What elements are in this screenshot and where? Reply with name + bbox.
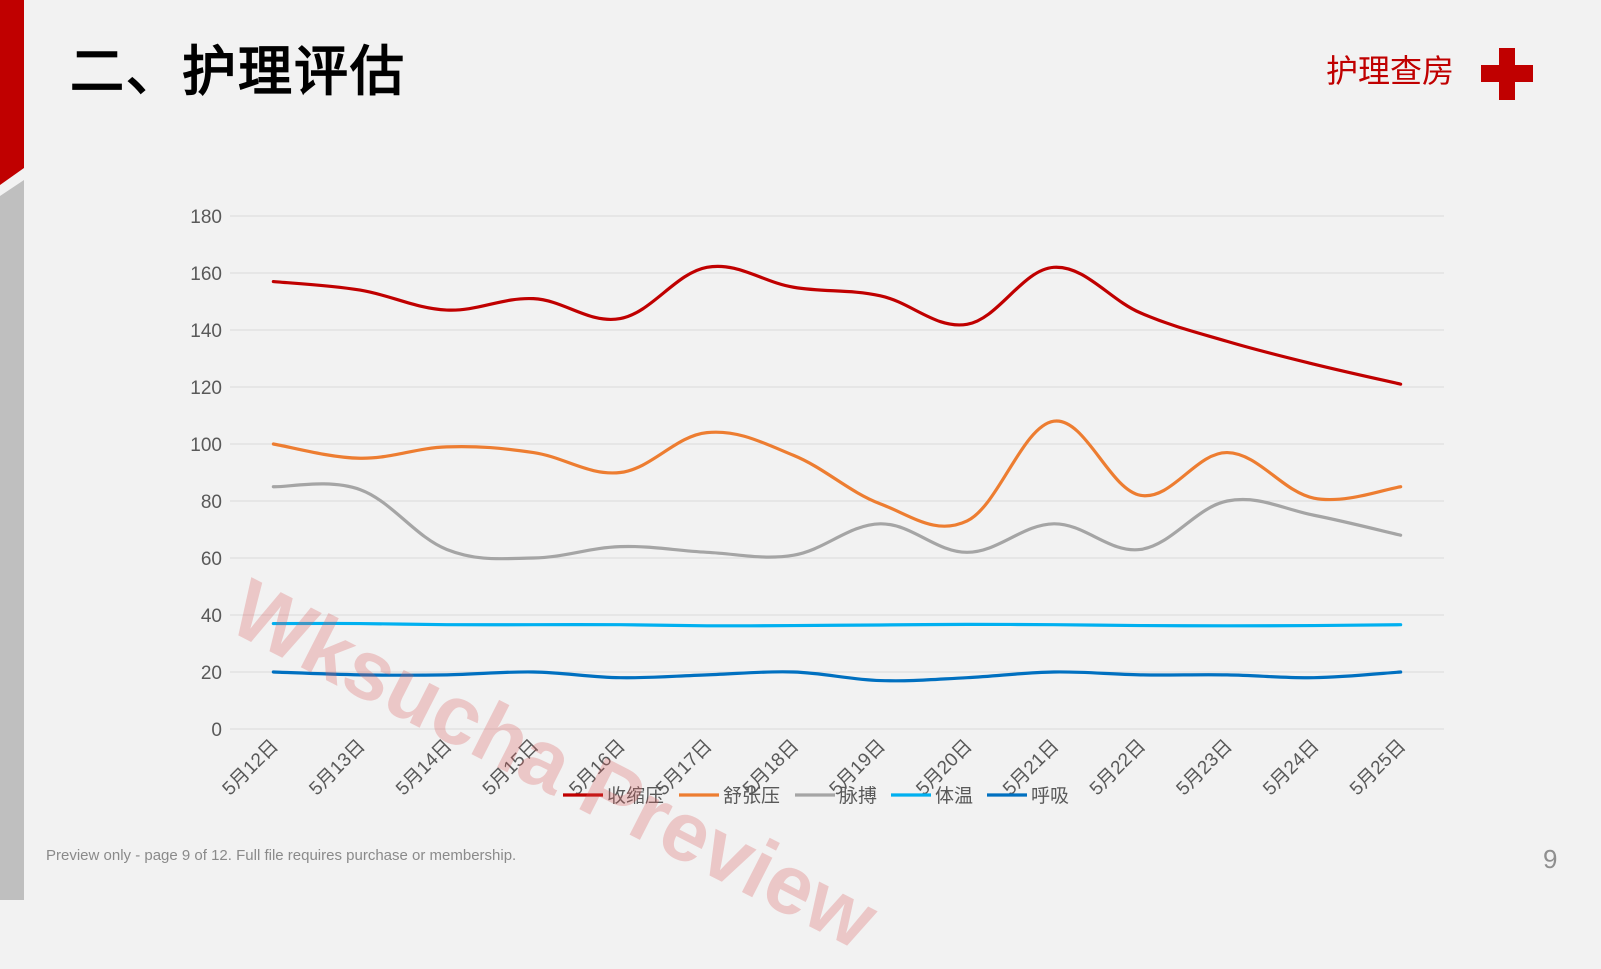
- series-lines: [271, 264, 1403, 683]
- series-line: [271, 419, 1403, 528]
- y-axis-ticks: 0 20 40 60 80 100 120 140 160 180: [190, 207, 222, 741]
- x-tick-label: 5月15日: [479, 736, 543, 800]
- x-tick-label: 5月23日: [1173, 736, 1237, 800]
- y-tick-label: 140: [190, 321, 222, 342]
- footer-note: Preview only - page 9 of 12. Full file r…: [46, 847, 517, 864]
- y-tick-label: 0: [211, 720, 222, 741]
- page-number: 9: [1543, 844, 1558, 874]
- legend-label: 脉搏: [839, 785, 877, 807]
- series-line: [271, 482, 1403, 561]
- slide-title: 二、护理评估: [70, 40, 406, 103]
- y-tick-label: 120: [190, 378, 222, 399]
- left-accent-bar: [0, 0, 24, 900]
- y-tick-label: 100: [190, 435, 222, 456]
- series-line: [271, 264, 1403, 386]
- brand-label: 护理查房: [1326, 52, 1455, 90]
- chart-legend: 收缩压 舒张压 脉搏 体温 呼吸: [563, 785, 1069, 807]
- x-axis-ticks: 5月12日 5月13日 5月14日 5月15日 5月16日 5月17日 5月18日 5月19日…: [219, 736, 1410, 800]
- y-tick-label: 80: [201, 492, 222, 513]
- x-tick-label: 5月14日: [392, 736, 456, 800]
- legend-label: 呼吸: [1031, 785, 1069, 807]
- y-tick-label: 60: [201, 549, 222, 570]
- series-line: [271, 670, 1403, 683]
- x-tick-label: 5月22日: [1086, 736, 1150, 800]
- x-tick-label: 5月24日: [1259, 736, 1323, 800]
- medical-cross-icon: [1481, 48, 1533, 100]
- legend-label: 舒张压: [723, 785, 780, 807]
- y-tick-label: 160: [190, 264, 222, 285]
- legend-label: 体温: [935, 785, 973, 807]
- left-bar-red: [0, 0, 24, 185]
- chart-grid: [230, 215, 1444, 730]
- x-tick-label: 5月13日: [305, 736, 369, 800]
- x-tick-label: 5月25日: [1346, 736, 1410, 800]
- series-line: [271, 621, 1403, 628]
- y-tick-label: 20: [201, 663, 222, 684]
- x-tick-label: 5月12日: [219, 736, 283, 800]
- y-tick-label: 40: [201, 606, 222, 627]
- legend-label: 收缩压: [607, 785, 664, 807]
- left-bar-gray: [0, 180, 24, 900]
- y-tick-label: 180: [190, 207, 222, 228]
- vital-signs-chart: 0 20 40 60 80 100 120 140 160 180 5月12日 5月13日 5月14日…: [190, 207, 1444, 807]
